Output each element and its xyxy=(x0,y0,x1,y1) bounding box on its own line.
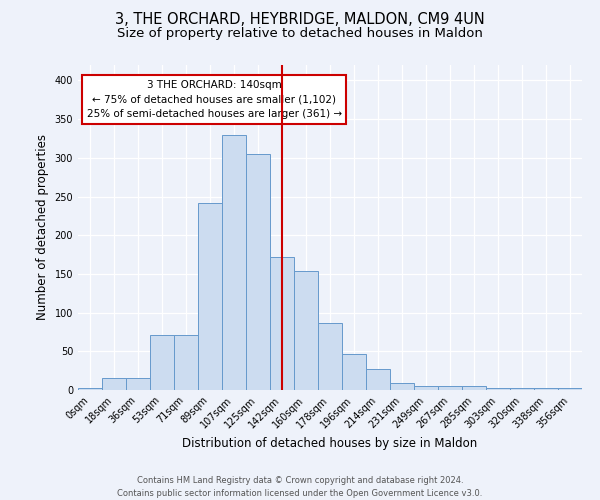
Bar xyxy=(198,202,222,390)
Bar xyxy=(78,388,102,390)
Bar xyxy=(270,257,294,390)
Bar xyxy=(150,335,174,390)
Bar xyxy=(222,134,246,390)
Bar xyxy=(342,354,366,390)
Bar xyxy=(438,386,462,390)
Bar xyxy=(462,386,486,390)
Text: Size of property relative to detached houses in Maldon: Size of property relative to detached ho… xyxy=(117,28,483,40)
Y-axis label: Number of detached properties: Number of detached properties xyxy=(36,134,49,320)
Bar xyxy=(294,271,318,390)
Bar xyxy=(318,322,342,390)
X-axis label: Distribution of detached houses by size in Maldon: Distribution of detached houses by size … xyxy=(182,436,478,450)
Bar xyxy=(534,388,558,390)
Bar xyxy=(102,378,126,390)
Bar xyxy=(126,378,150,390)
Bar xyxy=(246,154,270,390)
Text: 3 THE ORCHARD: 140sqm
← 75% of detached houses are smaller (1,102)
25% of semi-d: 3 THE ORCHARD: 140sqm ← 75% of detached … xyxy=(86,80,341,119)
Bar xyxy=(486,388,510,390)
Bar xyxy=(510,388,534,390)
Text: 3, THE ORCHARD, HEYBRIDGE, MALDON, CM9 4UN: 3, THE ORCHARD, HEYBRIDGE, MALDON, CM9 4… xyxy=(115,12,485,28)
Bar xyxy=(174,335,198,390)
Text: Contains HM Land Registry data © Crown copyright and database right 2024.
Contai: Contains HM Land Registry data © Crown c… xyxy=(118,476,482,498)
Bar xyxy=(558,388,582,390)
Bar xyxy=(366,369,390,390)
Bar xyxy=(390,383,414,390)
Bar xyxy=(414,386,438,390)
